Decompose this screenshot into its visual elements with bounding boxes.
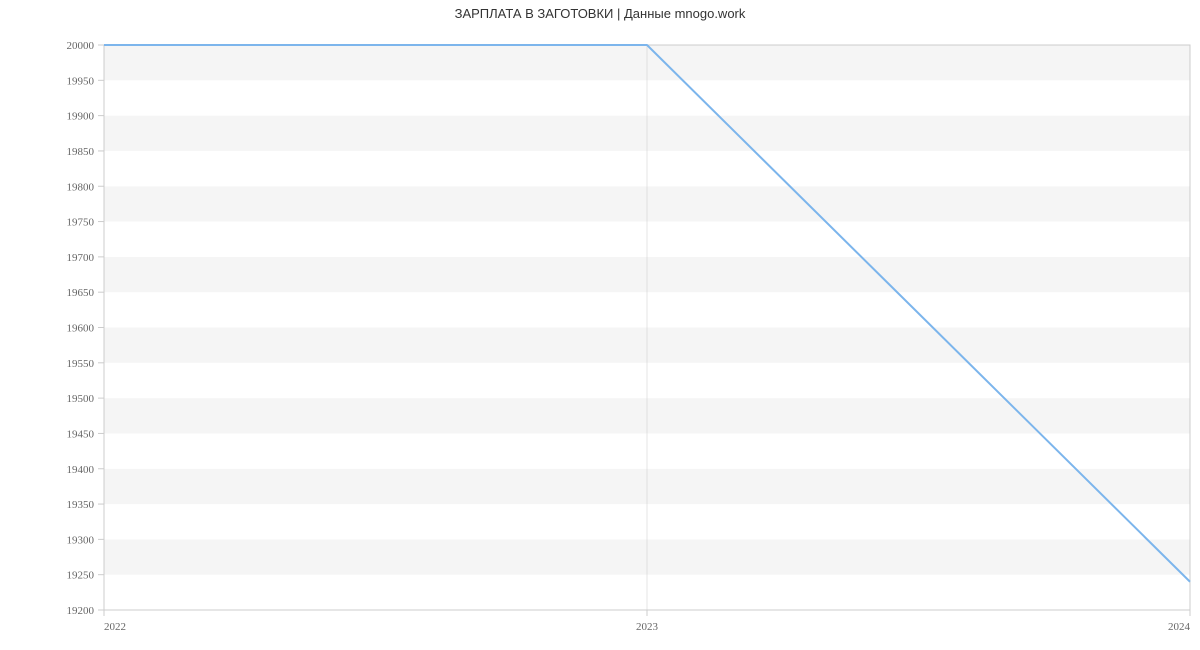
- svg-text:2024: 2024: [1168, 621, 1191, 633]
- salary-chart: ЗАРПЛАТА В ЗАГОТОВКИ | Данные mnogo.work…: [0, 0, 1200, 650]
- svg-text:19650: 19650: [67, 287, 95, 299]
- svg-text:19750: 19750: [67, 217, 95, 229]
- svg-text:19850: 19850: [67, 146, 95, 158]
- svg-text:20000: 20000: [67, 40, 95, 52]
- svg-text:19250: 19250: [67, 570, 95, 582]
- svg-text:19700: 19700: [67, 252, 95, 264]
- svg-text:19900: 19900: [67, 111, 95, 123]
- chart-title: ЗАРПЛАТА В ЗАГОТОВКИ | Данные mnogo.work: [0, 6, 1200, 21]
- svg-text:2023: 2023: [636, 621, 659, 633]
- svg-text:19800: 19800: [67, 181, 95, 193]
- svg-text:2022: 2022: [104, 621, 126, 633]
- svg-text:19950: 19950: [67, 75, 95, 87]
- svg-text:19350: 19350: [67, 499, 95, 511]
- svg-text:19450: 19450: [67, 428, 95, 440]
- svg-text:19300: 19300: [67, 534, 95, 546]
- svg-text:19550: 19550: [67, 358, 95, 370]
- svg-text:19400: 19400: [67, 464, 95, 476]
- svg-text:19600: 19600: [67, 323, 95, 335]
- svg-text:19500: 19500: [67, 393, 95, 405]
- svg-text:19200: 19200: [67, 605, 95, 617]
- chart-svg: 19200 19250 19300 19350 19400 19450 19500 19550…: [0, 0, 1200, 650]
